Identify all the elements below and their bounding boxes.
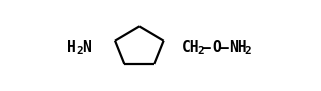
Text: —: — — [202, 40, 211, 55]
Text: CH: CH — [182, 40, 199, 55]
Text: 2: 2 — [197, 46, 204, 56]
Text: O: O — [212, 40, 221, 55]
Text: 2: 2 — [76, 46, 83, 56]
Text: H: H — [67, 40, 76, 55]
Text: N: N — [82, 40, 91, 55]
Text: NH: NH — [229, 40, 247, 55]
Text: 2: 2 — [245, 46, 251, 56]
Text: —: — — [220, 40, 229, 55]
